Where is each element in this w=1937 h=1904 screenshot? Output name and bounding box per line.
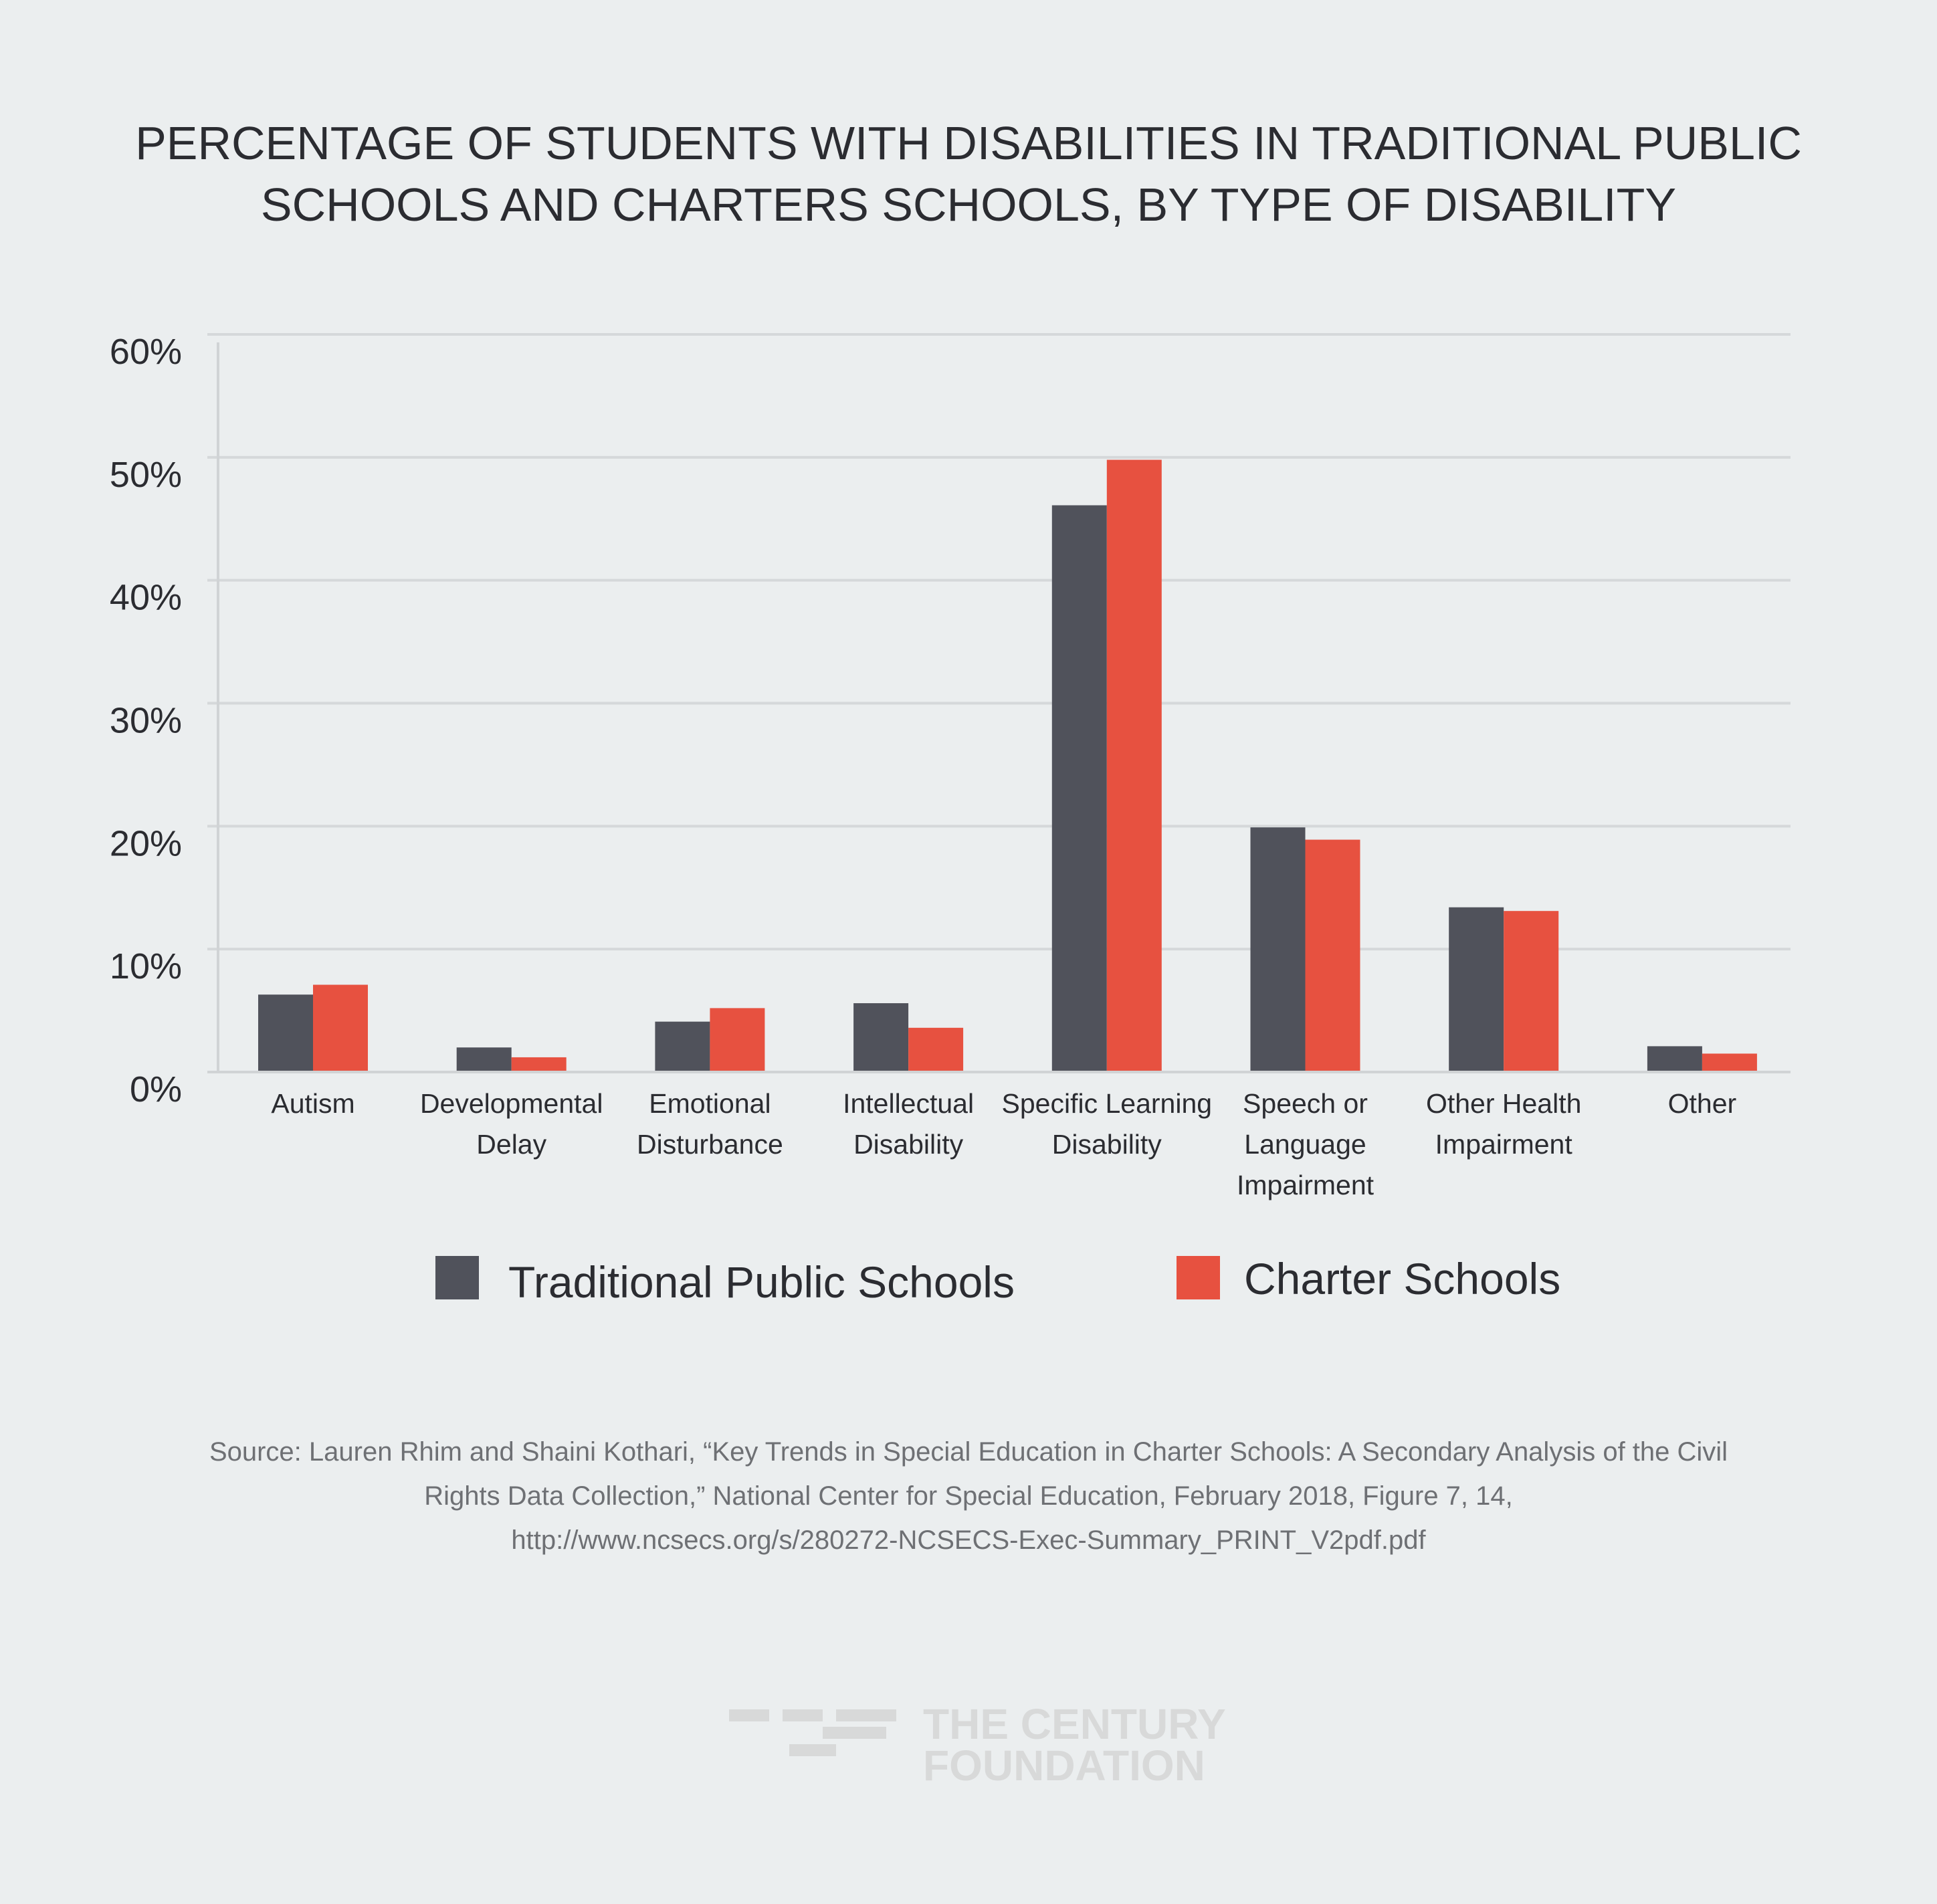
x-tick-label-line: Delay [476, 1129, 546, 1160]
bar-traditional-public-schools-developmental-delay [456, 1047, 512, 1072]
legend: Traditional Public Schools Charter Schoo… [435, 1254, 1560, 1307]
y-tick-label-60: 60% [110, 332, 182, 372]
x-tick-label-emotional-disturbance: Emotional Disturbance [637, 1088, 783, 1160]
x-tick-label-line: Disability [853, 1129, 964, 1160]
y-tick-label-40: 40% [110, 578, 182, 618]
x-tick-label-specific-learning-disability: Specific Learning Disability [1002, 1088, 1213, 1160]
x-tick-label-line: Impairment [1435, 1129, 1573, 1160]
logo-text-line-1: THE CENTURY [923, 1700, 1226, 1748]
x-axis-category-labels: Autism Developmental Delay Emotional Disturb… [271, 1088, 1736, 1200]
bar-traditional-public-schools-other-health-impairment [1449, 907, 1504, 1072]
x-tick-label-line: Intellectual [843, 1088, 974, 1119]
x-tick-label-line: Language [1244, 1129, 1366, 1160]
x-tick-label-speech-or-language-impairment: Speech or Language Impairment [1237, 1088, 1374, 1200]
x-tick-label-line: Emotional [649, 1088, 771, 1119]
legend-swatch-charter-schools [1177, 1256, 1220, 1299]
x-tick-label-line: Speech or [1243, 1088, 1368, 1119]
century-foundation-logo: THE CENTURY FOUNDATION [729, 1700, 1226, 1790]
bar-traditional-public-schools-intellectual-disability [853, 1003, 909, 1072]
x-tick-label-line: Autism [271, 1088, 354, 1119]
x-tick-label-line: Developmental [420, 1088, 603, 1119]
bar-charter-schools-specific-learning-disability [1106, 459, 1162, 1072]
bar-charter-schools-other [1702, 1053, 1757, 1072]
x-tick-label-line: Disability [1052, 1129, 1162, 1160]
bar-charter-schools-speech-or-language-impairment [1305, 839, 1360, 1072]
y-tick-label-20: 20% [110, 823, 182, 863]
bars [258, 459, 1757, 1072]
bar-charter-schools-autism [313, 984, 368, 1072]
legend-swatch-traditional-public-schools [435, 1256, 479, 1299]
y-tick-label-50: 50% [110, 455, 182, 495]
x-tick-label-line: Other [1668, 1088, 1737, 1119]
bar-traditional-public-schools-speech-or-language-impairment [1250, 827, 1306, 1072]
y-tick-label-30: 30% [110, 701, 182, 741]
source-line-1: Source: Lauren Rhim and Shaini Kothari, … [209, 1437, 1728, 1467]
source-line-3: http://www.ncsecs.org/s/280272-NCSECS-Ex… [511, 1525, 1426, 1555]
y-axis-tick-labels: 0% 10% 20% 30% 40% 50% 60% [110, 332, 182, 1109]
bar-charter-schools-emotional-disturbance [710, 1008, 765, 1072]
legend-label-traditional-public-schools: Traditional Public Schools [508, 1257, 1015, 1307]
bar-traditional-public-schools-other [1647, 1046, 1702, 1072]
x-tick-label-developmental-delay: Developmental Delay [420, 1088, 603, 1160]
x-tick-label-autism: Autism [271, 1088, 354, 1119]
x-tick-label-intellectual-disability: Intellectual Disability [843, 1088, 974, 1160]
bar-charter-schools-intellectual-disability [908, 1027, 964, 1072]
chart-title: PERCENTAGE OF STUDENTS WITH DISABILITIES… [135, 117, 1802, 231]
bar-traditional-public-schools-emotional-disturbance [655, 1021, 710, 1072]
x-tick-label-other-health-impairment: Other Health Impairment [1426, 1088, 1581, 1160]
x-tick-label-other: Other [1668, 1088, 1737, 1119]
bar-traditional-public-schools-autism [258, 994, 313, 1072]
chart-title-line-2: SCHOOLS AND CHARTERS SCHOOLS, BY TYPE OF… [261, 179, 1676, 231]
y-tick-label-0: 0% [130, 1069, 182, 1109]
logo-text-line-2: FOUNDATION [923, 1741, 1205, 1790]
bar-charter-schools-other-health-impairment [1504, 911, 1559, 1072]
source-line-2: Rights Data Collection,” National Center… [424, 1481, 1513, 1511]
x-tick-label-line: Other Health [1426, 1088, 1581, 1119]
x-tick-label-line: Disturbance [637, 1129, 783, 1160]
bar-traditional-public-schools-specific-learning-disability [1051, 505, 1107, 1072]
y-tick-label-10: 10% [110, 946, 182, 986]
x-tick-label-line: Impairment [1237, 1170, 1374, 1200]
bar-charter-schools-developmental-delay [511, 1057, 567, 1072]
source-note: Source: Lauren Rhim and Shaini Kothari, … [209, 1437, 1728, 1555]
logo-mark-icon [729, 1709, 896, 1756]
x-tick-label-line: Specific Learning [1002, 1088, 1213, 1119]
grid-lines [207, 333, 1791, 951]
chart-title-line-1: PERCENTAGE OF STUDENTS WITH DISABILITIES… [135, 117, 1802, 169]
legend-label-charter-schools: Charter Schools [1244, 1254, 1560, 1303]
